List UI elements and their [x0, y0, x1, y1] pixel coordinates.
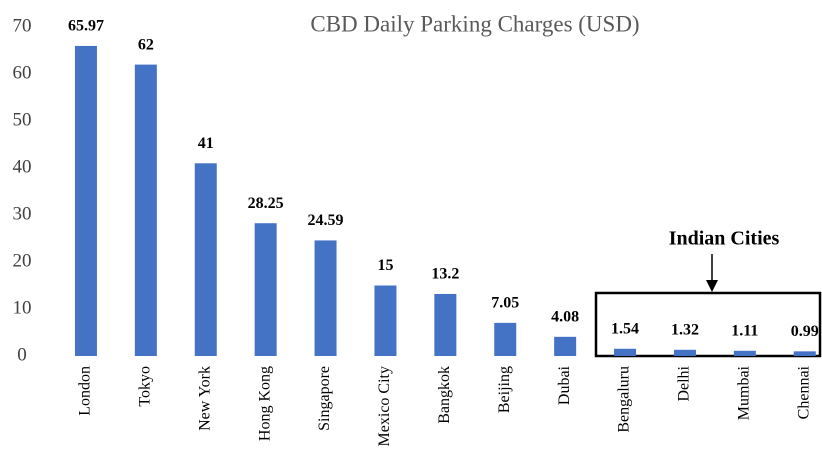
- x-tick-label: Bangkok: [436, 366, 453, 424]
- x-tick-label: Dubai: [556, 365, 573, 405]
- bar: [554, 336, 577, 356]
- value-label: 7.05: [491, 295, 519, 312]
- chart-title: CBD Daily Parking Charges (USD): [310, 11, 639, 36]
- x-tick-label: Bengaluru: [616, 366, 633, 433]
- x-tick-label: London: [77, 366, 94, 416]
- y-tick-label: 0: [17, 344, 27, 365]
- y-tick-label: 10: [13, 297, 32, 318]
- y-tick-label: 20: [13, 250, 32, 271]
- y-tick-label: 70: [13, 15, 32, 36]
- bar: [494, 322, 517, 356]
- bar: [134, 64, 157, 356]
- x-tick-label: Singapore: [316, 366, 333, 431]
- value-label: 1.11: [731, 322, 758, 339]
- annotation: Indian Cities: [669, 228, 780, 250]
- x-tick-label: Chennai: [795, 365, 812, 419]
- bar: [194, 163, 217, 356]
- value-label: 0.99: [791, 323, 819, 340]
- value-label: 4.08: [551, 308, 579, 325]
- y-tick-label: 60: [13, 62, 32, 83]
- highlight-box: [594, 291, 822, 358]
- x-tick-label: Beijing: [496, 366, 513, 413]
- bar: [733, 350, 756, 356]
- x-tick-label: Mexico City: [376, 366, 393, 446]
- value-label: 15: [377, 257, 393, 274]
- x-tick-label: Hong Kong: [256, 366, 273, 441]
- bar: [673, 349, 696, 356]
- y-tick-label: 50: [13, 109, 32, 130]
- value-label: 41: [198, 135, 214, 152]
- bar: [793, 351, 816, 356]
- bar: [254, 223, 277, 356]
- value-label: 65.97: [68, 18, 104, 35]
- bar: [614, 348, 637, 356]
- bar: [374, 285, 397, 356]
- x-tick-label: New York: [196, 366, 213, 431]
- bar: [74, 45, 97, 356]
- value-label: 1.54: [611, 320, 639, 337]
- value-label: 62: [138, 36, 154, 53]
- value-label: 24.59: [308, 212, 344, 229]
- value-label: 1.32: [671, 321, 699, 338]
- value-label: 28.25: [248, 195, 284, 212]
- y-tick-label: 30: [13, 203, 32, 224]
- y-tick-label: 40: [13, 156, 32, 177]
- x-tick-label: Delhi: [676, 365, 693, 401]
- bar: [314, 240, 337, 356]
- bar: [434, 293, 457, 356]
- arrow-head: [706, 280, 718, 292]
- x-tick-label: Mumbai: [736, 365, 753, 420]
- value-label: 13.2: [431, 266, 459, 283]
- x-tick-label: Tokyo: [137, 366, 154, 407]
